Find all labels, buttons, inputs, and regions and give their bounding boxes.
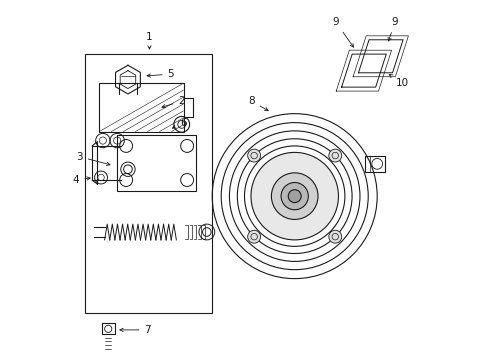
Bar (99, 83, 183, 132)
Text: 7: 7 (120, 325, 151, 335)
Text: 2: 2 (162, 96, 184, 108)
Circle shape (328, 149, 341, 162)
Bar (364, 156, 385, 172)
Text: 9: 9 (332, 17, 353, 47)
Text: 9: 9 (387, 17, 398, 41)
Circle shape (281, 183, 308, 210)
Text: 4: 4 (73, 175, 90, 185)
Circle shape (328, 230, 341, 243)
Circle shape (271, 173, 317, 220)
Bar (102, 323, 115, 334)
Text: 8: 8 (248, 96, 267, 111)
Bar (117, 135, 196, 191)
Circle shape (247, 149, 260, 162)
Bar (85, 54, 212, 313)
Text: 5: 5 (147, 69, 174, 79)
Circle shape (247, 230, 260, 243)
Text: 10: 10 (388, 75, 408, 88)
Text: 6: 6 (172, 118, 186, 128)
Circle shape (287, 190, 301, 203)
Text: 1: 1 (146, 32, 152, 49)
Text: 3: 3 (76, 152, 110, 166)
Circle shape (250, 152, 338, 240)
